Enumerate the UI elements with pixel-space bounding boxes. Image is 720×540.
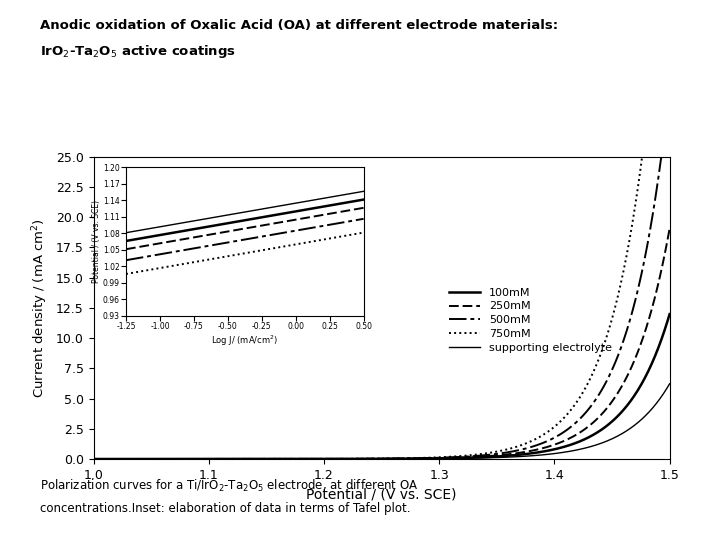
- Y-axis label: Current density / (mA cm$^2$): Current density / (mA cm$^2$): [31, 218, 50, 398]
- Legend: 100mM, 250mM, 500mM, 750mM, supporting electrolyte: 100mM, 250mM, 500mM, 750mM, supporting e…: [445, 283, 616, 357]
- Y-axis label: Potential / (V vs. SCE): Potential / (V vs. SCE): [92, 200, 102, 283]
- X-axis label: Potential / (V vs. SCE): Potential / (V vs. SCE): [306, 487, 457, 501]
- X-axis label: Log J/ (mA/cm$^2$): Log J/ (mA/cm$^2$): [211, 334, 279, 348]
- Text: Anodic oxidation of Oxalic Acid (OA) at different electrode materials:: Anodic oxidation of Oxalic Acid (OA) at …: [40, 19, 558, 32]
- Text: IrO$_2$-Ta$_2$O$_5$ active coatings: IrO$_2$-Ta$_2$O$_5$ active coatings: [40, 43, 235, 60]
- Text: Polarization curves for a Ti/IrO$_2$-Ta$_2$O$_5$ electrode, at different OA: Polarization curves for a Ti/IrO$_2$-Ta$…: [40, 478, 418, 494]
- Text: concentrations.Inset: elaboration of data in terms of Tafel plot.: concentrations.Inset: elaboration of dat…: [40, 502, 410, 515]
